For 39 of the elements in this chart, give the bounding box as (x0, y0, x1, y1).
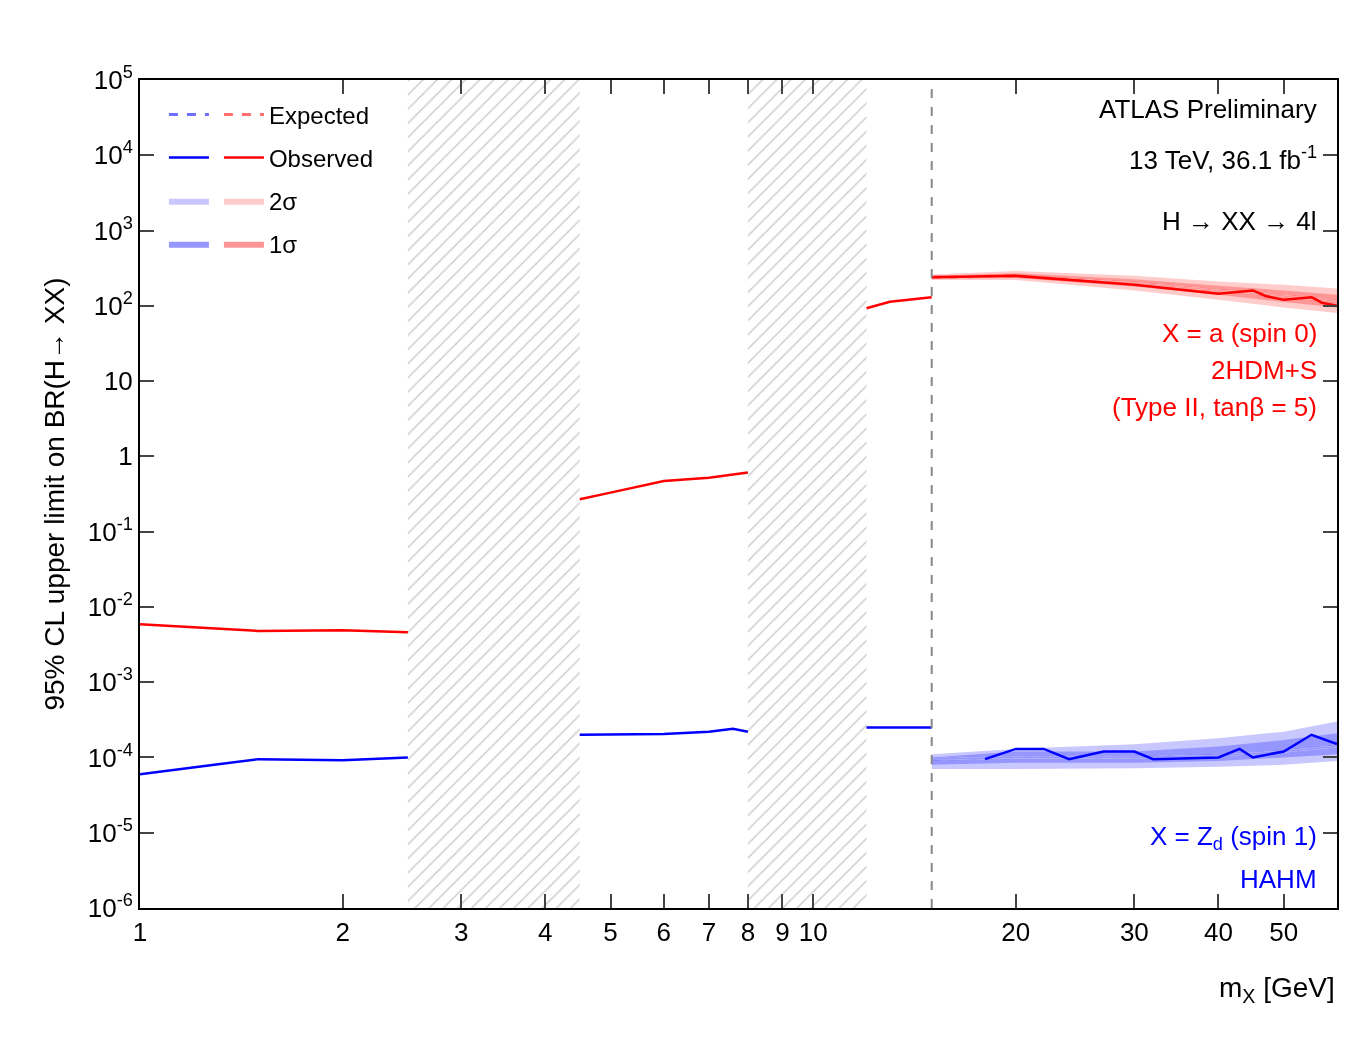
y-tick-label: 10$^{-3}$ (87, 664, 133, 698)
legend-label: Expected (268, 101, 370, 129)
annotation: H → XX → 4l (1162, 206, 1317, 236)
y-tick-label: 10$^{-5}$ (87, 814, 133, 848)
x-tick-label: 6 (656, 917, 672, 948)
x-tick-label: 10 (798, 917, 828, 948)
legend-label: Observed (268, 144, 373, 172)
y-tick-label: 10 (103, 366, 133, 397)
x-tick-label: 40 (1204, 917, 1233, 948)
y-tick-label: 10$^{-6}$ (87, 890, 133, 924)
x-tick-label: 7 (701, 917, 717, 948)
y-tick-label: 10$^{3}$ (93, 212, 133, 246)
y-tick-label: 10$^{4}$ (93, 137, 133, 171)
annotation: ATLAS Preliminary (1099, 94, 1317, 124)
x-tick-label: 3 (453, 917, 469, 948)
x-tick-label: 9 (775, 917, 790, 948)
x-tick-label: 5 (603, 917, 618, 948)
x-tick-label: 50 (1269, 917, 1299, 948)
x-tick-label: 2 (335, 917, 350, 948)
legend-label: 2σ (268, 187, 298, 215)
annotation: 13 TeV, 36.1 fb$^{-1}$ (1129, 142, 1318, 175)
y-axis-title: 95% CL upper limit on BR(H→ XX) (38, 277, 70, 711)
y-tick-label: 10$^{2}$ (93, 288, 133, 321)
y-tick-label: 10$^{-1}$ (87, 513, 133, 547)
legend-label: 1σ (268, 231, 298, 259)
x-tick-label: 20 (1001, 917, 1031, 948)
y-tick-label: 10$^{5}$ (93, 62, 133, 96)
x-axis-title: m$_{X}$ [GeV] (1219, 972, 1335, 1007)
annotation: (Type II, tanβ = 5) (1112, 392, 1317, 422)
y-tick-label: 10$^{-2}$ (87, 589, 133, 623)
x-tick-label: 8 (740, 917, 756, 948)
annotation: X = Z$_{d}$ (spin 1) (1150, 821, 1317, 855)
annotation: HAHM (1240, 864, 1317, 894)
y-tick-label: 1 (118, 441, 133, 472)
y-tick-label: 10$^{-4}$ (87, 739, 133, 773)
x-tick-label: 4 (538, 917, 553, 948)
annotation: X = a (spin 0) (1162, 318, 1318, 348)
annotation: 2HDM+S (1211, 355, 1318, 385)
x-tick-label: 30 (1119, 917, 1149, 948)
